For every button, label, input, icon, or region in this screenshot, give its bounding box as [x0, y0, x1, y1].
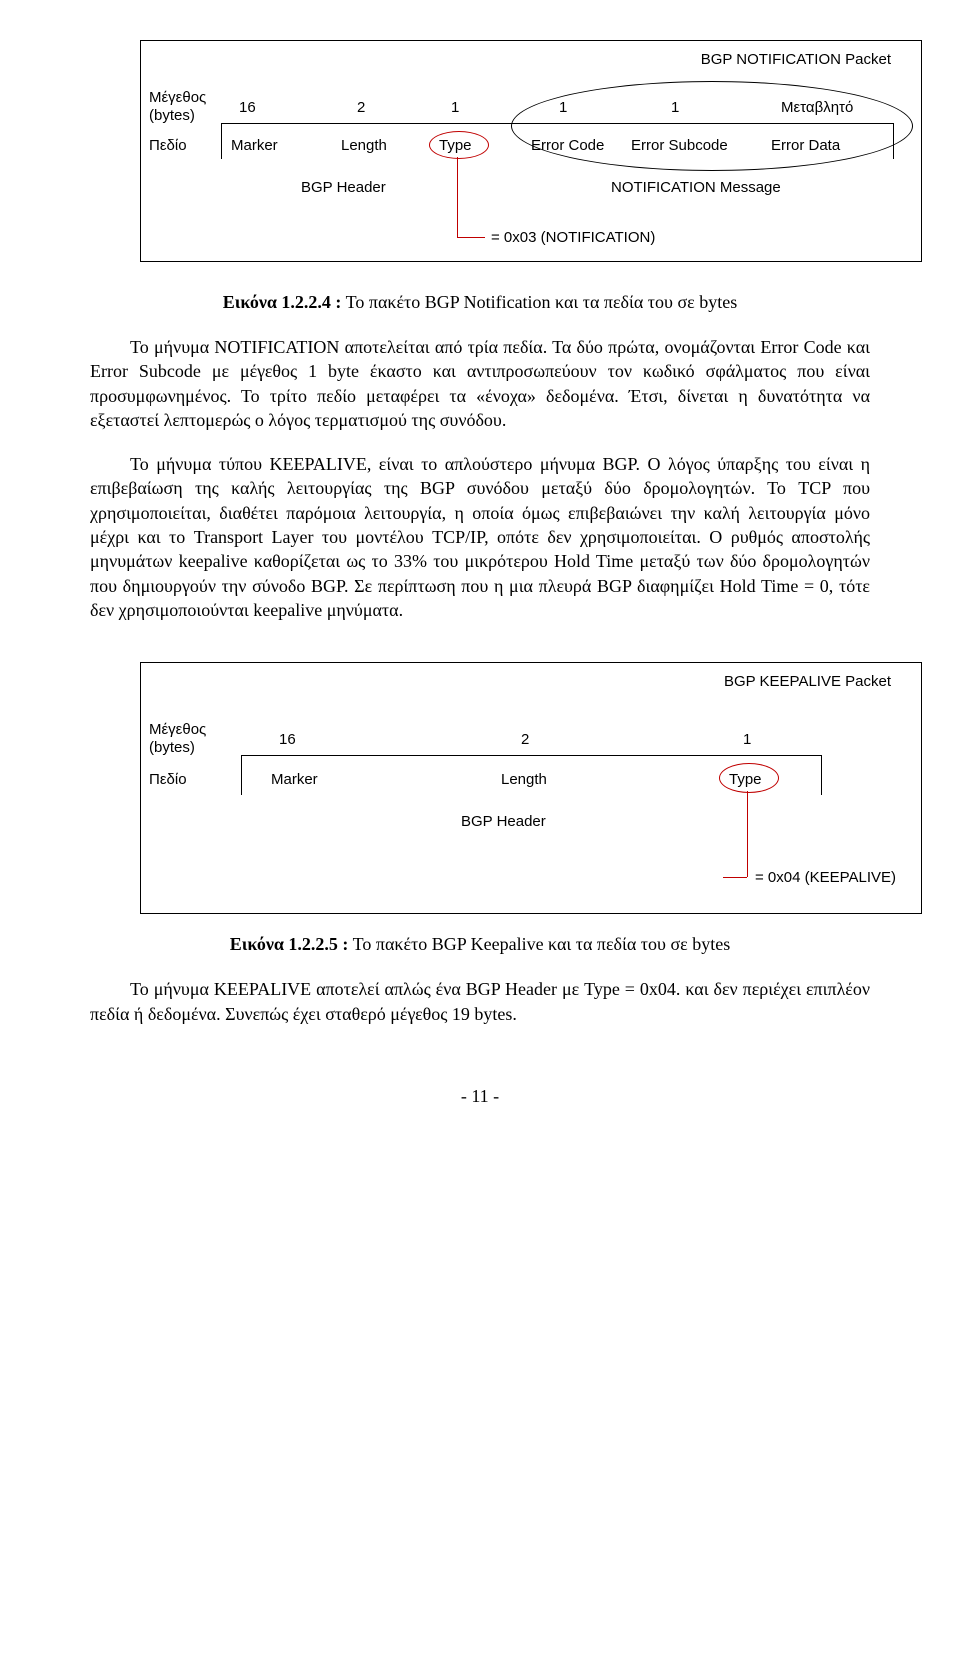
size-16: 16 — [239, 99, 256, 116]
size-label-2b: (bytes) — [149, 739, 195, 756]
type-pointer-v — [457, 157, 458, 237]
field-label: Πεδίο — [149, 137, 187, 154]
bgp-header-label: BGP Header — [301, 179, 386, 196]
page-number: - 11 - — [90, 1086, 870, 1107]
packet-title: BGP NOTIFICATION Packet — [701, 51, 891, 68]
size2-16: 16 — [279, 731, 296, 748]
bgp-header-label-2: BGP Header — [461, 813, 546, 830]
type-pointer-v-2 — [747, 791, 748, 877]
caption-2-bold: Εικόνα 1.2.2.5 : — [230, 934, 349, 954]
rule-top-2 — [241, 755, 821, 756]
paragraph-3: Το μήνυμα KEEPALIVE αποτελεί απλώς ένα B… — [90, 977, 870, 1026]
caption-1-bold: Εικόνα 1.2.2.4 : — [223, 292, 342, 312]
size-label-2: (bytes) — [149, 107, 195, 124]
type-ellipse — [429, 131, 489, 159]
field-length: Length — [341, 137, 387, 154]
caption-2: Εικόνα 1.2.2.5 : Το πακέτο BGP Keepalive… — [90, 934, 870, 955]
type-value: = 0x03 (NOTIFICATION) — [491, 229, 655, 246]
size-label-1b: Μέγεθος — [149, 721, 206, 738]
bgp-notification-diagram: BGP NOTIFICATION Packet Μέγεθος (bytes) … — [140, 40, 922, 262]
type-pointer-h-2 — [723, 877, 747, 878]
size-label-1: Μέγεθος — [149, 89, 206, 106]
size2-2: 2 — [521, 731, 529, 748]
paragraph-2: Το μήνυμα τύπου KEEPALIVE, είναι το απλο… — [90, 452, 870, 622]
paragraph-1: Το μήνυμα NOTIFICATION αποτελείται από τ… — [90, 335, 870, 432]
caption-2-rest: Το πακέτο BGP Keepalive και τα πεδία του… — [348, 934, 730, 954]
notification-ellipse — [511, 81, 913, 171]
bgp-keepalive-diagram: BGP KEEPALIVE Packet Μέγεθος (bytes) Πεδ… — [140, 662, 922, 914]
type-value-2: = 0x04 (KEEPALIVE) — [755, 869, 896, 886]
size2-1: 1 — [743, 731, 751, 748]
type-pointer-h — [457, 237, 485, 238]
tick-left — [221, 123, 222, 159]
field-marker: Marker — [231, 137, 278, 154]
field2-length: Length — [501, 771, 547, 788]
tick-left-2 — [241, 755, 242, 795]
tick-right-2 — [821, 755, 822, 795]
size-1a: 1 — [451, 99, 459, 116]
field2-marker: Marker — [271, 771, 318, 788]
type-ellipse-2 — [719, 763, 779, 793]
size-2: 2 — [357, 99, 365, 116]
notification-message-label: NOTIFICATION Message — [611, 179, 781, 196]
caption-1: Εικόνα 1.2.2.4 : Το πακέτο BGP Notificat… — [90, 292, 870, 313]
packet-title-2: BGP KEEPALIVE Packet — [724, 673, 891, 690]
caption-1-rest: Το πακέτο BGP Notification και τα πεδία … — [341, 292, 737, 312]
field-label-b: Πεδίο — [149, 771, 187, 788]
